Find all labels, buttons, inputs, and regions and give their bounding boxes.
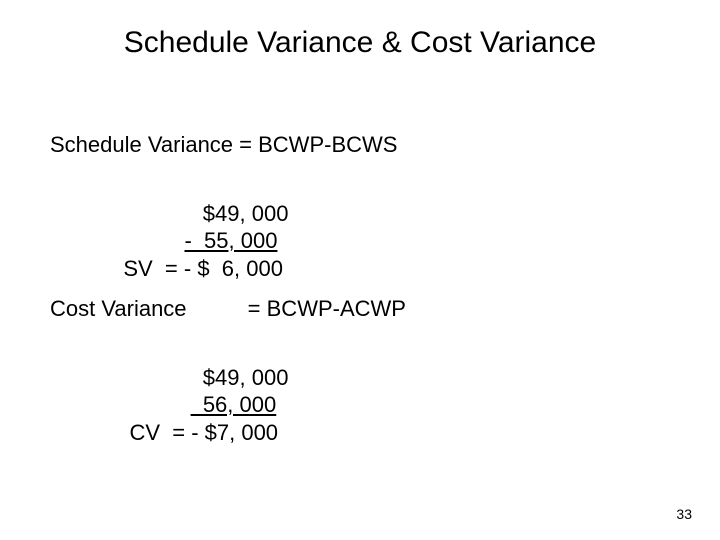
cv-calc-row-3: CV = - $7, 000 [50, 420, 278, 445]
page-number: 33 [676, 506, 692, 522]
sv-calc-row-2-value: - 55, 000 [184, 228, 277, 253]
slide-title: Schedule Variance & Cost Variance [0, 26, 720, 60]
sv-calculation: $49, 000 - 55, 000 SV = - $ 6, 000 [50, 172, 288, 282]
cv-calc-row-2-prefix [50, 392, 191, 417]
sv-formula-line: Schedule Variance = BCWP-BCWS [50, 132, 397, 158]
cv-calc-row-2-value: 56, 000 [191, 392, 277, 417]
slide: Schedule Variance & Cost Variance Schedu… [0, 0, 720, 540]
sv-calc-row-3: SV = - $ 6, 000 [50, 256, 283, 281]
cv-calc-row-1: $49, 000 [50, 365, 288, 390]
sv-calc-row-1: $49, 000 [50, 201, 288, 226]
sv-calc-row-2-prefix [50, 228, 184, 253]
cv-calculation: $49, 000 56, 000 CV = - $7, 000 [50, 336, 288, 446]
cv-formula-line: Cost Variance = BCWP-ACWP [50, 296, 406, 322]
